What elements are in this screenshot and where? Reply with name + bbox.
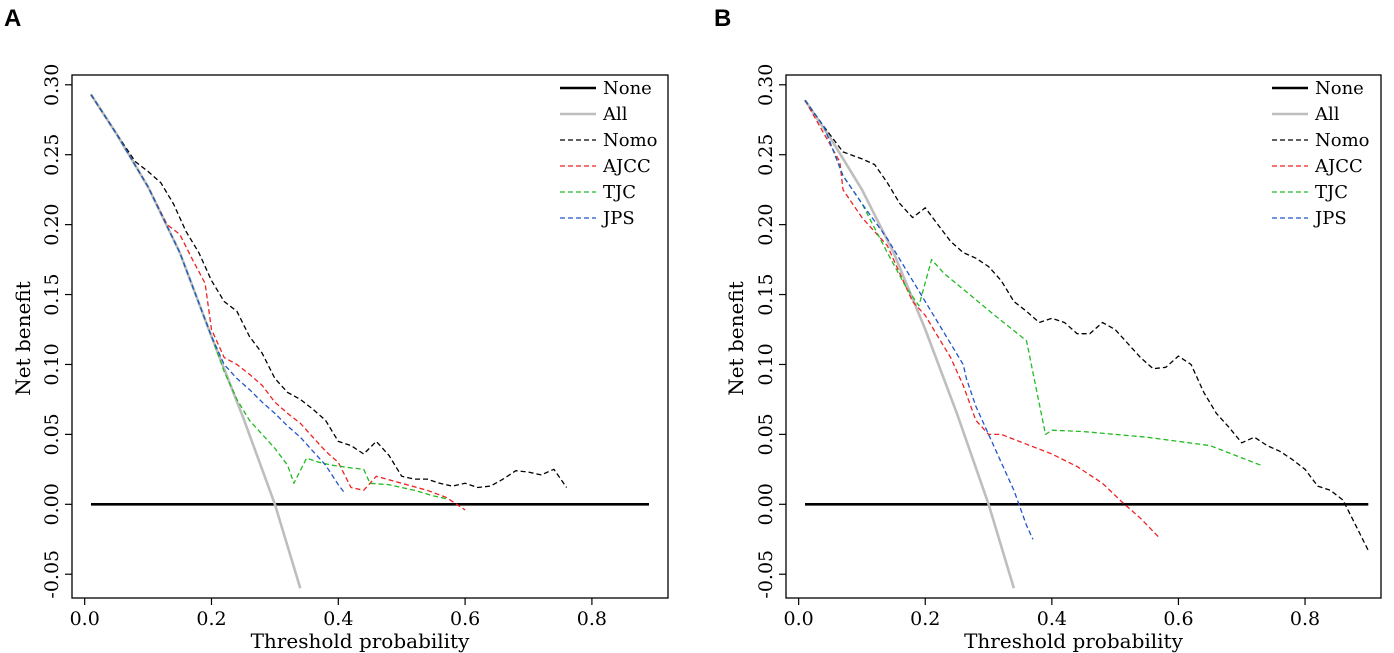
panel-a-x-tick-label: 0.4 [323, 608, 353, 630]
panel-b-x-tick-label: 0.8 [1290, 608, 1320, 630]
panel-b-y-tick-label: 0.25 [755, 134, 777, 176]
panel-b-legend-none-label: None [1315, 78, 1364, 99]
panel-b-y-tick-label: 0.05 [755, 413, 777, 455]
panel-b: B -0.05 0.00 0.05 0.10 0.15 0.20 0.25 0.30 0.0 0.2… [714, 5, 1382, 653]
panel-a-y-tick-label: 0.20 [41, 203, 63, 245]
panel-b-x-tick-label: 0.6 [1163, 608, 1193, 630]
panel-a-label: A [4, 5, 21, 32]
panel-b-y-tick-label: 0.00 [755, 483, 777, 525]
panel-a-y-tick-label: -0.05 [41, 550, 63, 599]
panel-a-legend-jps-label: JPS [601, 208, 635, 229]
panel-a-y-axis-title: Net benefit [11, 281, 35, 395]
panel-a-legend-tjc-label: TJC [603, 182, 636, 203]
panel-b-series-ajcc-line [804, 99, 1160, 539]
panel-b-legend-ajcc-label: AJCC [1314, 156, 1363, 177]
panel-a-x-tick-label: 0.0 [70, 608, 100, 630]
panel-b-y-tick-label: 0.10 [755, 343, 777, 385]
panel-b-label: B [714, 5, 731, 32]
panel-b-x-tick-label: 0.4 [1037, 608, 1067, 630]
panel-a-series-jps-line [90, 94, 346, 494]
panel-a-x-tick-label: 0.2 [196, 608, 226, 630]
panel-a-series-all-line [89, 93, 302, 589]
panel-b-legend-all-label: All [1314, 104, 1340, 125]
panel-a-y-tick-label: 0.00 [41, 483, 63, 525]
panel-b-y-tick-label: -0.05 [755, 550, 777, 599]
panel-b-x-tick-label: 0.2 [910, 608, 940, 630]
panel-a: A -0.05 0.00 0.05 0.10 0.15 0.20 0.25 0.30 0.0 0.2… [4, 5, 669, 653]
panel-a-x-axis-title: Threshold probability [251, 629, 471, 653]
panel-b-y-tick-label: 0.20 [755, 203, 777, 245]
panel-a-y-tick-label: 0.05 [41, 413, 63, 455]
panel-b-legend-jps-label: JPS [1313, 208, 1347, 229]
panel-a-x-tick-label: 0.8 [577, 608, 607, 630]
panel-b-y-axis-title: Net benefit [724, 281, 748, 395]
panel-a-series-tjc-line [90, 94, 447, 500]
panel-a-legend-all-label: All [602, 104, 628, 125]
panel-a-plot-frame [71, 74, 669, 599]
panel-a-series-ajcc-line [90, 94, 466, 511]
panel-b-series-tjc-line [804, 99, 1261, 466]
panel-a-x-tick-label: 0.6 [450, 608, 480, 630]
panel-b-y-tick-label: 0.15 [755, 273, 777, 315]
panel-b-series-all-line [803, 99, 1016, 589]
panel-b-legend: None All Nomo AJCC TJC JPS [1272, 78, 1370, 229]
panel-a-y-tick-label: 0.10 [41, 343, 63, 385]
panel-b-plot-frame [785, 74, 1382, 599]
panel-a-legend: None All Nomo AJCC TJC JPS [560, 78, 658, 229]
panel-b-y-tick-label: 0.30 [755, 64, 777, 106]
panel-a-y-tick-label: 0.30 [41, 64, 63, 106]
panel-a-legend-none-label: None [603, 78, 652, 99]
panel-a-series-nomo-line [90, 94, 568, 489]
panel-b-legend-tjc-label: TJC [1315, 182, 1348, 203]
panel-b-series-nomo-line [804, 99, 1369, 551]
panel-a-y-tick-label: 0.15 [41, 273, 63, 315]
panel-b-x-axis-title: Threshold probability [964, 629, 1184, 653]
panel-b-series-jps-line [804, 99, 1034, 540]
panel-b-x-tick-label: 0.0 [784, 608, 814, 630]
panel-b-legend-nomo-label: Nomo [1315, 130, 1370, 151]
panel-a-y-tick-label: 0.25 [41, 134, 63, 176]
panel-a-legend-ajcc-label: AJCC [602, 156, 651, 177]
panel-a-legend-nomo-label: Nomo [603, 130, 658, 151]
